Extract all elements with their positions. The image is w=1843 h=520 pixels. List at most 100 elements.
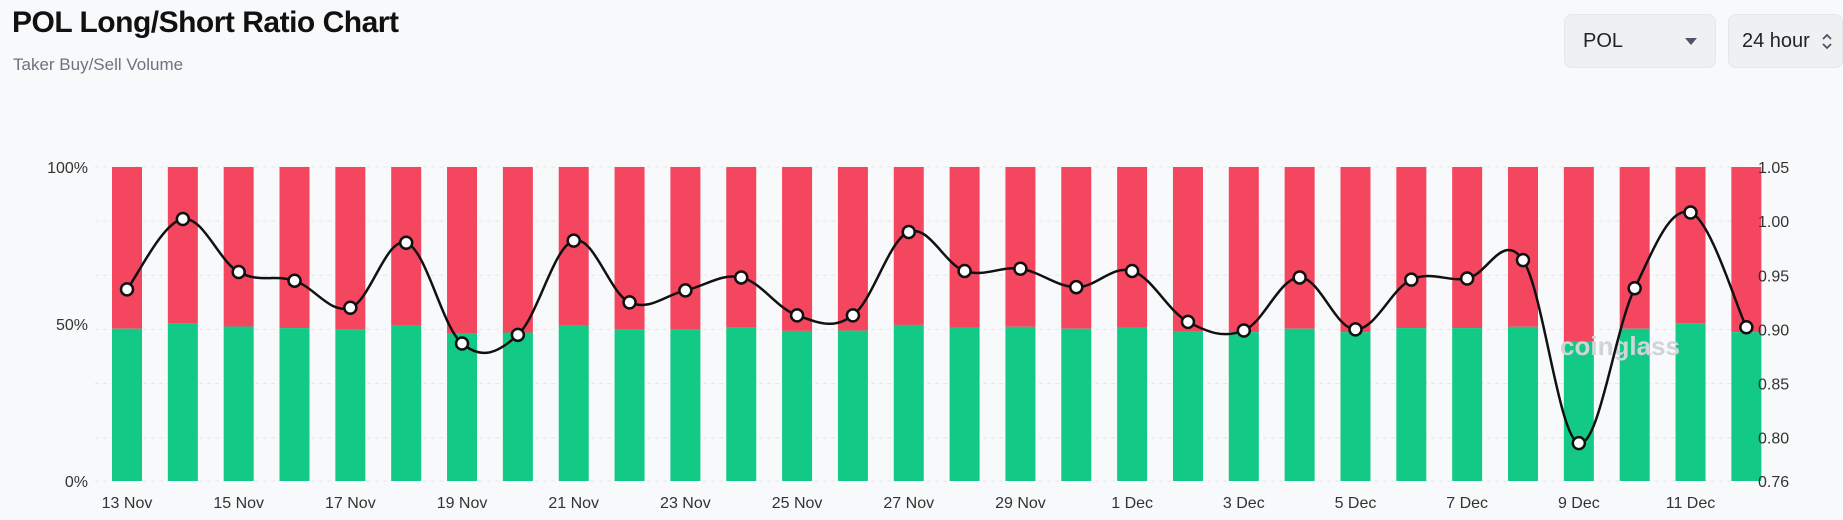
ratio-point [1180,314,1196,330]
long-bar [112,328,142,481]
short-bar [502,167,533,333]
symbol-select[interactable]: POL [1564,14,1716,68]
ratio-point [1459,271,1475,286]
long-bar [1396,328,1427,481]
long-bar [1340,332,1371,481]
interval-select-value: 24 hour [1742,29,1810,52]
ratio-line-path [126,210,1748,445]
short-bar [1340,167,1371,333]
long-bar [167,323,198,481]
interval-select[interactable]: 24 hour [1728,14,1843,68]
long-bar [782,330,813,481]
long-bar [1508,326,1538,481]
short-bar [447,167,478,334]
long-bar [1563,341,1594,481]
chevron-down-icon [1685,37,1697,45]
short-bar [1452,167,1483,329]
y-right-tick-label: 0.90 [1758,322,1789,339]
ratio-point [1236,323,1252,338]
short-bar [1061,167,1092,329]
ratio-point [1013,261,1028,277]
ratio-point [957,263,972,279]
ratio-point [1683,205,1698,220]
long-bar [391,325,422,481]
ratio-point [1292,270,1307,285]
chart-controls: POL 24 hour [1564,14,1843,68]
ratio-point [1739,319,1754,335]
long-bar [949,327,980,481]
x-tick-label: 13 Nov [102,495,153,512]
ratio-point [1348,322,1363,337]
x-tick-label: 23 Nov [660,495,711,512]
x-tick-label: 3 Dec [1223,495,1265,512]
symbol-select-value: POL [1583,29,1624,52]
y-right-tick-label: 0.80 [1758,431,1789,448]
ratio-point [454,336,470,351]
long-bar [1731,332,1762,481]
page-title: POL Long/Short Ratio Chart [12,6,399,39]
x-tick-label: 7 Dec [1446,495,1488,512]
short-bar [167,167,198,324]
short-bar [893,167,924,325]
ratio-line [119,205,1754,451]
long-bar [502,332,533,481]
long-bar [670,329,701,481]
ratio-point [733,270,749,285]
ratio-point [901,224,917,240]
x-tick-label: 19 Nov [437,495,488,512]
long-bar [893,324,924,481]
short-bar [949,167,980,328]
long-bar [1284,328,1315,481]
ratio-point [1627,281,1642,296]
y-right-tick-label: 0.76 [1758,474,1789,491]
short-bar [1284,167,1315,329]
long-bar [1228,332,1259,481]
ratio-point [622,295,637,310]
long-bar [726,327,757,481]
y-left-tick-label: 100% [47,160,88,177]
short-bar [1619,167,1650,329]
ratio-point [287,273,302,288]
ratio-point [1571,435,1587,451]
long-bar [1117,327,1148,481]
short-bar [726,167,757,328]
short-bar [1675,167,1706,324]
short-bar [782,167,813,331]
ratio-point [789,308,805,323]
ratio-point [510,327,526,343]
y-right-tick-label: 0.85 [1758,377,1789,394]
long-bar [1005,326,1036,481]
ratio-point [175,211,191,227]
long-bar [279,328,310,481]
short-bar [279,167,310,329]
ratio-point [119,282,135,297]
short-bar [112,167,142,329]
short-bar [1396,167,1427,329]
ratio-point [1515,252,1531,268]
x-tick-label: 21 Nov [548,495,599,512]
page-subtitle: Taker Buy/Sell Volume [13,55,184,74]
long-bar [335,329,366,481]
x-tick-label: 17 Nov [325,495,376,512]
short-bar [1508,167,1538,327]
long-bar [1619,328,1650,481]
ratio-point [1124,263,1140,279]
ratio-point [343,300,358,316]
y-right-tick-label: 1.05 [1758,160,1789,177]
short-bar [1117,167,1148,328]
ratio-point [1069,279,1084,295]
y-left-tick-label: 50% [56,317,88,334]
y-right-tick-label: 1.00 [1758,214,1789,231]
ratio-point [845,308,861,323]
short-bar [1731,167,1762,333]
ratio-point [398,235,414,251]
long-bar [614,329,645,481]
chart-bars [112,167,1762,481]
x-axis: 13 Nov 15 Nov 17 Nov 19 Nov 21 Nov 23 Nov 25 N… [102,495,1716,512]
short-bar [1228,167,1259,333]
short-bar [1563,167,1594,342]
long-bar [1675,323,1706,481]
sort-updown-icon [1822,33,1832,50]
x-tick-label: 9 Dec [1558,495,1600,512]
